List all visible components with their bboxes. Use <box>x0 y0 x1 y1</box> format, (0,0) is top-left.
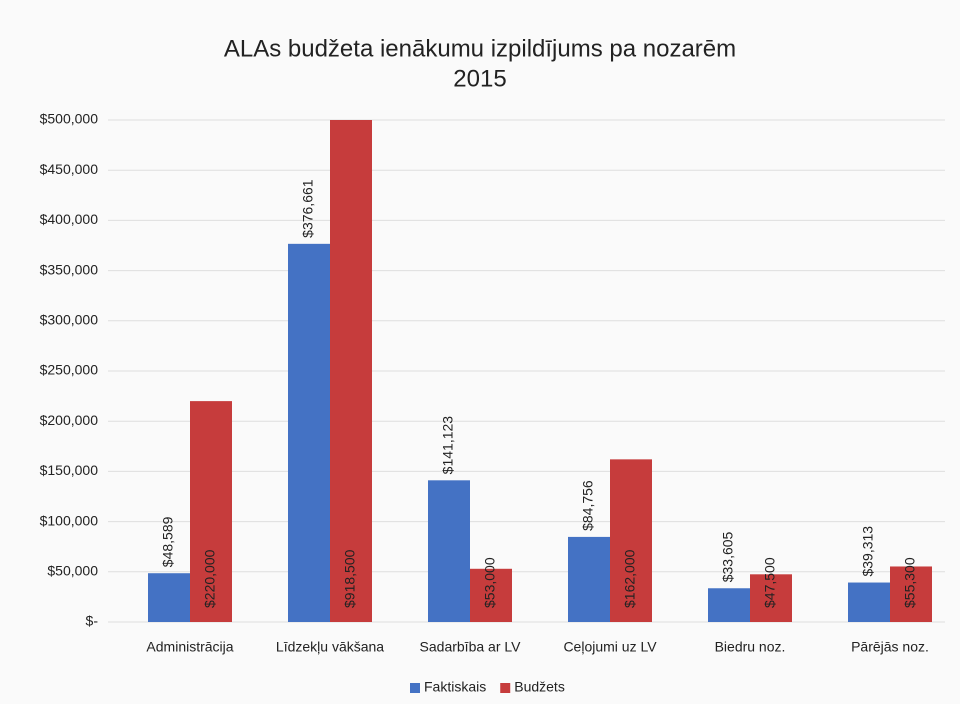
y-tick-label: $500,000 <box>40 111 99 127</box>
x-tick-label: Biedru noz. <box>715 639 786 655</box>
x-tick-label: Administrācija <box>146 639 233 655</box>
bar <box>428 480 470 622</box>
plot-area <box>148 120 932 623</box>
y-tick-label: $450,000 <box>40 161 99 177</box>
chart-title: ALAs budžeta ienākumu izpildījums pa noz… <box>224 35 736 62</box>
y-tick-label: $50,000 <box>47 563 98 579</box>
bar <box>848 582 890 622</box>
data-label: $48,589 <box>160 516 176 567</box>
data-label: $84,756 <box>580 480 596 531</box>
bar <box>750 574 792 622</box>
data-label: $918,500 <box>342 549 358 608</box>
legend-label: Faktiskais <box>424 679 486 695</box>
bar <box>330 120 372 622</box>
bar <box>568 536 610 622</box>
x-tick-label: Pārējās noz. <box>851 639 929 655</box>
bar <box>470 568 512 622</box>
data-label: $33,605 <box>720 531 736 582</box>
y-tick-label: $200,000 <box>40 412 99 428</box>
y-tick-label: $150,000 <box>40 462 99 478</box>
bar <box>148 573 190 622</box>
bar <box>610 459 652 622</box>
bar <box>190 401 232 622</box>
y-tick-label: $300,000 <box>40 312 99 328</box>
x-tick-label: Sadarbība ar LV <box>420 639 522 655</box>
data-label: $47,500 <box>762 557 778 608</box>
y-tick-label: $100,000 <box>40 512 99 528</box>
y-tick-label: $- <box>86 613 99 629</box>
x-tick-label: Līdzekļu vākšana <box>276 639 384 655</box>
data-label: $162,000 <box>622 549 638 608</box>
bar <box>708 588 750 622</box>
data-label: $55,300 <box>902 557 918 608</box>
y-tick-label: $250,000 <box>40 362 99 378</box>
data-label: $39,313 <box>860 526 876 577</box>
legend-label: Budžets <box>514 679 565 695</box>
bar <box>288 243 330 623</box>
chart-subtitle: 2015 <box>453 65 506 92</box>
data-label: $53,000 <box>482 557 498 608</box>
legend-swatch <box>500 683 511 693</box>
y-tick-label: $350,000 <box>40 261 99 277</box>
data-label: $220,000 <box>202 549 218 608</box>
data-label: $376,661 <box>300 179 316 238</box>
x-tick-label: Ceļojumi uz LV <box>563 639 657 655</box>
data-label: $141,123 <box>440 416 456 475</box>
y-tick-label: $400,000 <box>40 211 99 227</box>
legend-swatch <box>410 683 420 693</box>
bar <box>890 566 932 622</box>
